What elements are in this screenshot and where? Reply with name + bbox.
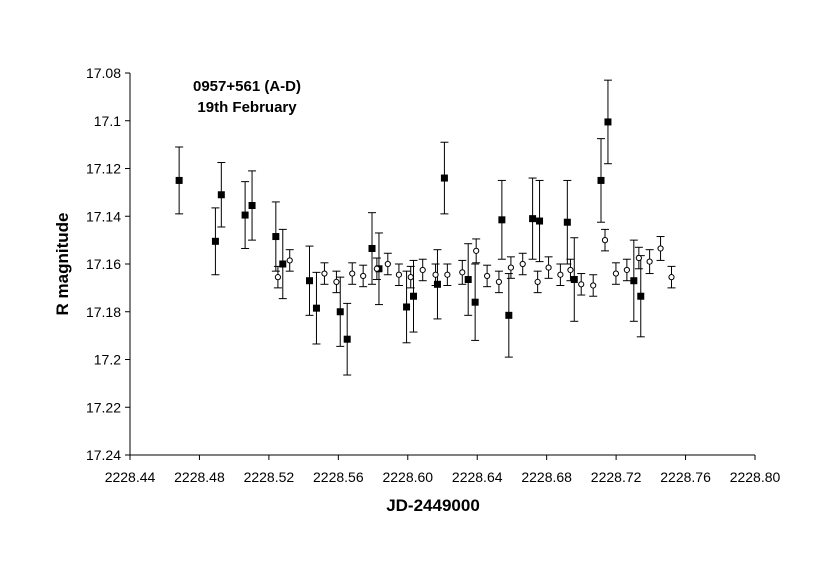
y-tick-label: 17.08: [86, 65, 121, 81]
x-tick-label: 2228.60: [382, 469, 433, 485]
data-point-square: [343, 335, 351, 343]
y-tick-label: 17.1: [94, 113, 121, 129]
data-point-circle: [567, 266, 574, 274]
data-point-circle: [519, 260, 526, 268]
data-point-square: [312, 304, 320, 312]
data-point-square: [336, 308, 344, 316]
data-point-circle: [635, 254, 642, 262]
x-tick-label: 2228.44: [105, 469, 156, 485]
data-point-circle: [286, 257, 293, 264]
data-point-square: [536, 217, 544, 225]
y-tick-label: 17.16: [86, 256, 121, 272]
data-point-square: [403, 303, 411, 311]
x-tick-label: 2228.68: [521, 469, 572, 485]
y-tick-labels: 17.08 17.1 17.12 17.14 17.16 17.18 17.2 17.22 17…: [86, 65, 121, 463]
y-axis-title: R magnitude: [53, 213, 72, 316]
data-point-square: [306, 277, 314, 285]
data-point-circle: [321, 270, 328, 277]
data-point-square: [279, 260, 287, 268]
x-tick-label: 2228.56: [313, 469, 364, 485]
data-point-square: [464, 276, 472, 284]
data-point-circle: [623, 266, 630, 274]
data-point-circle: [473, 247, 480, 254]
annotation-date: 19th February: [197, 99, 297, 116]
data-point-circle: [349, 270, 356, 277]
data-point-circle: [459, 269, 466, 276]
data-point-circle: [557, 271, 564, 278]
data-point-square: [597, 176, 605, 184]
data-point-circle: [657, 245, 664, 252]
data-point-circle: [507, 264, 515, 271]
data-point-circle: [545, 264, 552, 271]
y-tick-label: 17.24: [86, 447, 121, 463]
data-point-square: [217, 191, 225, 199]
y-tick-label: 17.18: [86, 304, 121, 320]
data-point-circle: [578, 281, 585, 288]
data-point-circle: [407, 274, 414, 281]
data-point-square: [529, 215, 537, 223]
data-point-circle: [444, 271, 451, 278]
data-point-square: [248, 202, 256, 210]
data-point-square: [211, 237, 219, 245]
data-point-square: [630, 277, 638, 285]
series-filled-squares: [175, 79, 645, 376]
data-point-circle: [419, 266, 426, 274]
x-tick-label: 2228.72: [591, 469, 642, 485]
y-tick-label: 17.22: [86, 399, 121, 415]
data-point-square: [410, 292, 418, 300]
x-tick-label: 2228.52: [244, 469, 295, 485]
data-point-circle: [534, 278, 541, 286]
data-point-circle: [360, 272, 367, 280]
data-point-square: [241, 211, 249, 219]
data-point-circle: [333, 278, 340, 286]
data-point-square: [505, 311, 513, 319]
x-tick-labels: 2228.44 2228.48 2228.52 2228.56 2228.60 2228.…: [105, 469, 781, 485]
data-point-circle: [668, 274, 675, 281]
x-tick-label: 2228.76: [660, 469, 711, 485]
data-point-square: [563, 218, 571, 226]
data-point-square: [471, 298, 479, 306]
data-point-square: [604, 118, 612, 126]
data-point-square: [368, 244, 376, 252]
data-point-circle: [384, 260, 391, 268]
data-point-circle: [646, 258, 653, 265]
data-point-square: [175, 176, 183, 184]
series-open-circles: [273, 228, 676, 297]
data-point-square: [433, 280, 441, 288]
x-axis-title: JD-2449000: [386, 496, 480, 515]
data-point-circle: [612, 270, 620, 277]
x-tick-label: 2228.80: [730, 469, 781, 485]
data-point-square: [570, 276, 578, 284]
data-point-square: [272, 233, 280, 241]
y-tick-label: 17.12: [86, 161, 121, 177]
data-point-square: [637, 292, 645, 300]
data-point-circle: [484, 272, 491, 280]
data-point-circle: [373, 265, 380, 272]
data-point-square: [440, 174, 448, 182]
x-tick-label: 2228.64: [452, 469, 503, 485]
data-point-square: [498, 216, 506, 224]
data-point-circle: [395, 271, 403, 278]
y-tick-label: 17.14: [86, 208, 121, 224]
plot-axes: [125, 72, 756, 460]
data-point-circle: [495, 278, 503, 286]
y-tick-label: 17.2: [94, 352, 121, 368]
annotation-object: 0957+561 (A-D): [193, 78, 301, 95]
data-point-circle: [274, 274, 282, 281]
data-point-circle: [432, 271, 439, 278]
data-marks: [175, 79, 676, 376]
data-point-circle: [590, 282, 597, 289]
x-tick-label: 2228.48: [174, 469, 225, 485]
data-point-circle: [601, 237, 609, 244]
